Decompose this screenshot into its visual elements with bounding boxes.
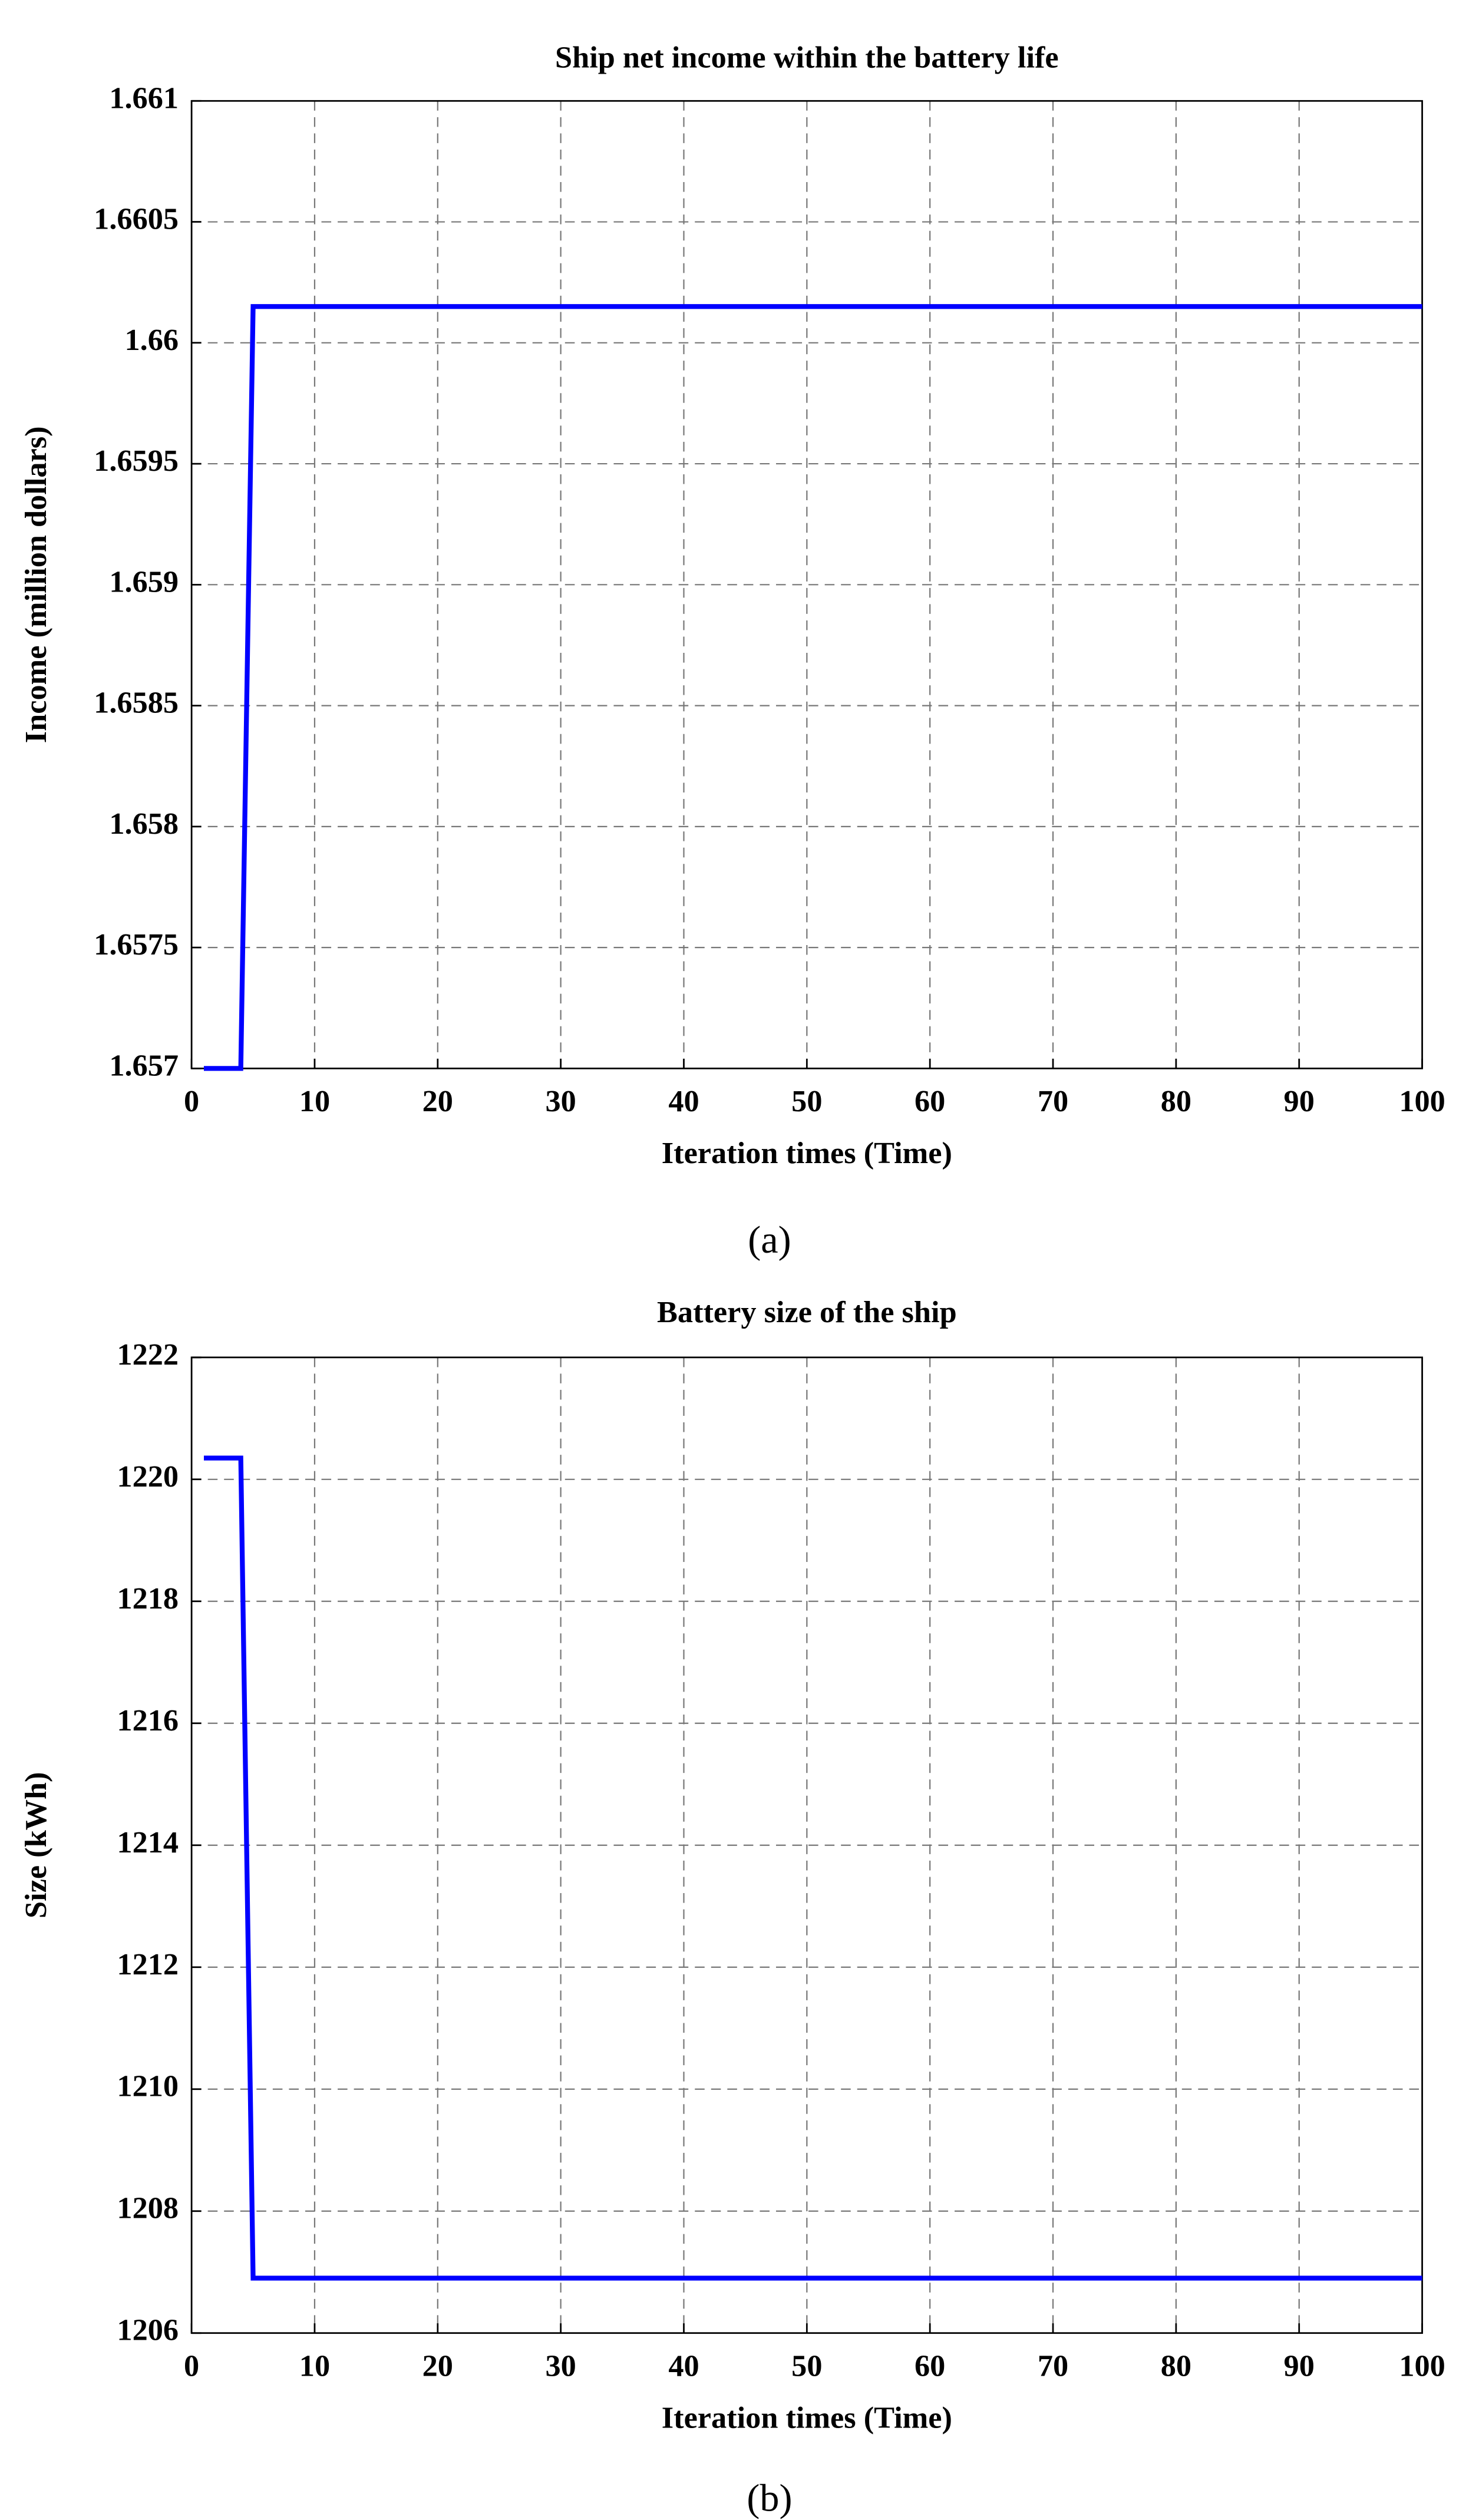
- y-tick-label: 1210: [117, 2069, 179, 2103]
- y-tick-label: 1.6585: [94, 686, 179, 720]
- x-tick-label: 30: [545, 1084, 576, 1118]
- caption: (b): [747, 2476, 792, 2519]
- y-tick-label: 1222: [117, 1337, 179, 1372]
- y-tick-label: 1.6595: [94, 444, 179, 478]
- y-tick-label: 1218: [117, 1581, 179, 1616]
- y-tick-label: 1216: [117, 1703, 179, 1738]
- x-tick-label: 30: [545, 2349, 576, 2383]
- x-tick-label: 0: [184, 2349, 199, 2383]
- x-tick-label: 90: [1284, 2349, 1315, 2383]
- x-tick-label: 10: [299, 1084, 330, 1118]
- x-tick-label: 50: [791, 1084, 822, 1118]
- y-tick-label: 1214: [117, 1825, 179, 1860]
- y-tick-label: 1.66: [124, 323, 179, 357]
- x-tick-label: 80: [1161, 2349, 1191, 2383]
- x-tick-label: 50: [791, 2349, 822, 2383]
- y-axis-label: Income (million dollars): [19, 426, 53, 743]
- plot-frame: [190, 1356, 1423, 2334]
- x-tick-label: 100: [1399, 2349, 1445, 2383]
- x-tick-label: 70: [1038, 2349, 1068, 2383]
- y-tick-label: 1.6605: [94, 202, 179, 236]
- x-axis-label: Iteration times (Time): [662, 2400, 952, 2435]
- x-tick-label: 20: [422, 1084, 453, 1118]
- x-tick-label: 20: [422, 2349, 453, 2383]
- y-tick-label: 1206: [117, 2313, 179, 2347]
- x-tick-label: 80: [1161, 1084, 1191, 1118]
- x-tick-label: 90: [1284, 1084, 1315, 1118]
- y-tick-label: 1.657: [109, 1048, 179, 1082]
- y-tick-label: 1212: [117, 1947, 179, 1981]
- chart-title: Battery size of the ship: [657, 1295, 957, 1329]
- y-tick-label: 1.661: [109, 81, 179, 115]
- x-tick-label: 0: [184, 1084, 199, 1118]
- y-tick-label: 1208: [117, 2191, 179, 2225]
- chart-title: Ship net income within the battery life: [555, 40, 1059, 74]
- x-tick-label: 40: [668, 2349, 699, 2383]
- x-axis-label: Iteration times (Time): [662, 1136, 952, 1170]
- caption: (a): [748, 1218, 791, 1261]
- data-line: [203, 304, 1422, 1071]
- y-axis-label: Size (kWh): [19, 1772, 53, 1918]
- y-tick-label: 1220: [117, 1459, 179, 1494]
- x-tick-label: 60: [915, 2349, 945, 2383]
- y-tick-label: 1.658: [109, 807, 179, 841]
- x-tick-label: 60: [915, 1084, 945, 1118]
- x-tick-label: 40: [668, 1084, 699, 1118]
- x-tick-label: 100: [1399, 1084, 1445, 1118]
- x-tick-label: 70: [1038, 1084, 1068, 1118]
- y-tick-label: 1.6575: [94, 927, 179, 962]
- y-tick-label: 1.659: [109, 564, 179, 599]
- plot-frame: [190, 100, 1423, 1069]
- data-line: [203, 1455, 1422, 2281]
- x-tick-label: 10: [299, 2349, 330, 2383]
